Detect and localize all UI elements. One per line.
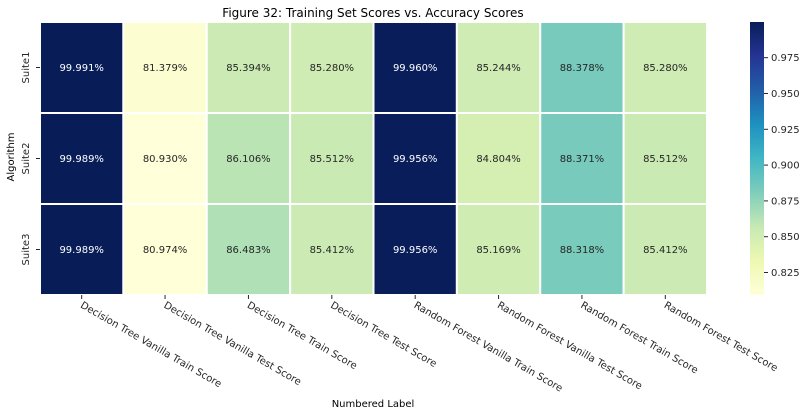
x-tick-label: Decision Tree Vanilla Test Score <box>162 300 303 388</box>
heatmap-cell <box>539 203 625 296</box>
cell-value-label: 85.280% <box>643 63 688 74</box>
heatmap-cell <box>205 203 292 296</box>
y-tick-label: Suite1 <box>21 52 32 84</box>
x-tick-label: Random Forest Vanilla Test Score <box>495 300 644 392</box>
cell-value-label: 85.412% <box>310 245 355 256</box>
cell-value-label: 99.991% <box>59 63 104 74</box>
cell-value-label: 85.280% <box>310 63 355 74</box>
heatmap-cell <box>622 112 708 205</box>
y-tick-label: Suite2 <box>21 143 32 175</box>
heatmap-cells: 99.991% 81.379% 85.394% 85.280% 99.960% 85.24… <box>39 21 708 296</box>
heatmap-cell <box>122 203 208 296</box>
cell-value-label: 85.512% <box>643 154 688 165</box>
cell-value-label: 85.244% <box>476 63 521 74</box>
colorbar-tick-label: 0.850 <box>771 232 800 243</box>
colorbar <box>750 22 764 295</box>
heatmap-cell <box>455 112 542 205</box>
cell-value-label: 80.974% <box>143 245 188 256</box>
y-tick-label: Suite3 <box>21 234 32 266</box>
cell-value-label: 99.956% <box>393 154 438 165</box>
cell-value-label: 88.318% <box>560 245 605 256</box>
cell-value-label: 85.394% <box>226 63 271 74</box>
cell-value-label: 99.960% <box>393 63 438 74</box>
x-tick-label: Decision Tree Vanilla Train Score <box>78 300 223 390</box>
chart-title: Figure 32: Training Set Scores vs. Accur… <box>222 6 523 20</box>
x-tick-labels: Decision Tree Vanilla Train ScoreDecisio… <box>78 295 779 395</box>
cell-value-label: 81.379% <box>143 63 188 74</box>
cell-value-label: 99.956% <box>393 245 438 256</box>
cell-value-label: 88.378% <box>560 63 605 74</box>
heatmap-cell <box>122 21 208 114</box>
heatmap-cell <box>455 21 542 114</box>
x-tick-label: Random Forest Vanilla Train Score <box>412 300 565 394</box>
cell-value-label: 88.371% <box>560 154 605 165</box>
heatmap-cell <box>39 21 125 114</box>
colorbar-ticks: 0.975 0.950 0.925 0.900 0.875 0.850 0.825 <box>764 53 800 279</box>
x-axis-label: Numbered Label <box>332 399 415 410</box>
heatmap-cell <box>455 203 542 296</box>
colorbar-tick-label: 0.950 <box>771 89 800 100</box>
colorbar-tick-label: 0.875 <box>771 196 800 207</box>
colorbar-tick-label: 0.925 <box>771 125 800 136</box>
colorbar-tick-label: 0.900 <box>771 161 800 172</box>
cell-value-label: 85.512% <box>310 154 355 165</box>
heatmap-cell <box>622 21 708 114</box>
cell-value-label: 84.804% <box>476 154 521 165</box>
colorbar-tick-label: 0.975 <box>771 53 800 64</box>
cell-value-label: 86.106% <box>226 154 271 165</box>
cell-value-label: 86.483% <box>226 245 271 256</box>
y-axis-label: Algorithm <box>6 133 17 182</box>
heatmap-cell <box>289 112 375 205</box>
cell-value-label: 85.169% <box>476 245 521 256</box>
cell-value-label: 80.930% <box>143 154 188 165</box>
y-tick-labels: Suite1 Suite2 Suite3 <box>21 52 40 266</box>
colorbar-tick-label: 0.825 <box>771 268 800 279</box>
heatmap-cell <box>122 112 208 205</box>
cell-value-label: 99.989% <box>59 245 104 256</box>
cell-value-label: 85.412% <box>643 245 688 256</box>
heatmap-cell <box>289 203 375 296</box>
cell-value-label: 99.989% <box>59 154 104 165</box>
heatmap-cell <box>372 203 458 296</box>
heatmap-cell <box>622 203 708 296</box>
